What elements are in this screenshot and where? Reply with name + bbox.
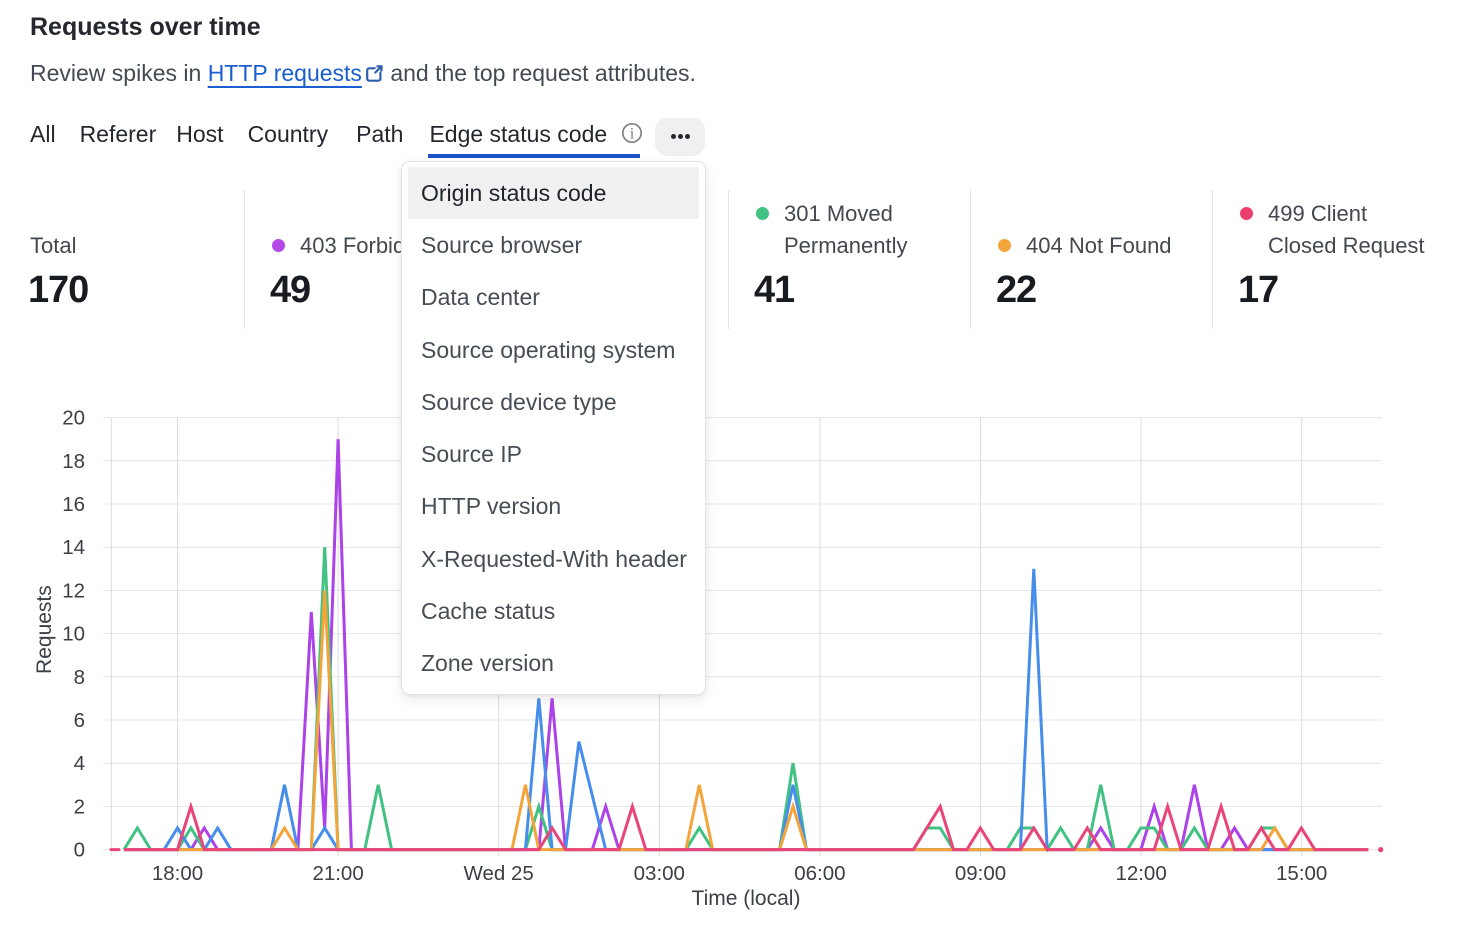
svg-text:15:00: 15:00 [1276,862,1327,885]
svg-text:12: 12 [62,579,85,602]
svg-text:Time (local): Time (local) [692,887,801,910]
svg-text:i: i [630,125,635,142]
svg-text:03:00: 03:00 [634,862,685,885]
svg-text:09:00: 09:00 [955,862,1006,885]
svg-text:12:00: 12:00 [1115,862,1166,885]
svg-text:10: 10 [62,623,85,646]
svg-text:06:00: 06:00 [794,862,845,885]
svg-text:21:00: 21:00 [312,862,363,885]
svg-text:Requests: Requests [33,585,56,674]
svg-text:18: 18 [62,450,85,473]
svg-text:18:00: 18:00 [152,862,203,885]
svg-text:8: 8 [74,666,85,689]
svg-text:4: 4 [74,752,85,775]
svg-text:0: 0 [74,839,85,862]
svg-text:Wed 25: Wed 25 [464,862,534,885]
svg-text:14: 14 [62,536,85,559]
svg-text:2: 2 [74,795,85,818]
svg-text:16: 16 [62,493,85,516]
svg-text:20: 20 [62,407,85,430]
svg-text:6: 6 [74,709,85,732]
